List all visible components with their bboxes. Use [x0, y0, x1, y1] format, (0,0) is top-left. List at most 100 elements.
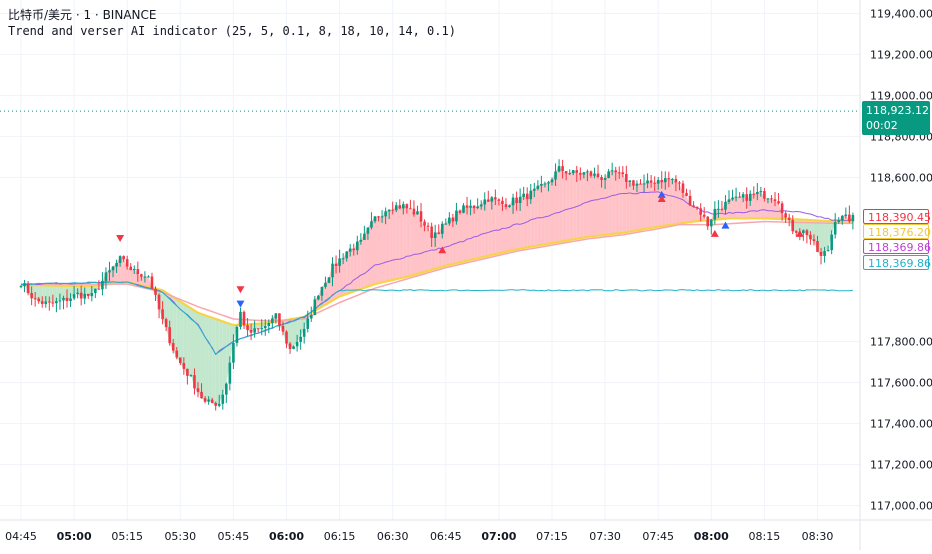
trend-band-segment — [293, 318, 298, 347]
trend-band-segment — [661, 178, 666, 227]
trend-band-segment — [336, 258, 340, 299]
trend-band-segment — [580, 172, 584, 239]
candle-body — [504, 204, 508, 207]
indicator-legend[interactable]: Trend and verser AI indicator (25, 5, 0.… — [8, 24, 456, 38]
candle-body — [589, 171, 593, 176]
price-axis[interactable]: 119,400.00119,200.00119,000.00118,800.00… — [870, 7, 932, 512]
candle-body — [288, 343, 292, 350]
candle-body — [455, 210, 458, 222]
candle-body — [738, 196, 741, 198]
trend-band-segment — [339, 258, 344, 297]
candle-body — [756, 192, 759, 195]
candle-body — [660, 179, 664, 183]
candle-body — [497, 199, 501, 201]
trend-band-segment — [470, 205, 475, 260]
trend-band-segment — [130, 269, 135, 284]
trend-band-segment — [424, 225, 429, 272]
trend-band-segment — [605, 171, 609, 235]
trend-band-segment — [682, 192, 687, 224]
trend-band-segment — [382, 211, 386, 283]
trend-fill — [21, 166, 853, 406]
time-tick-label: 07:45 — [642, 530, 674, 543]
candle-body — [571, 170, 575, 174]
trend-band-segment — [566, 173, 570, 241]
candle-body — [394, 205, 398, 211]
candle-body — [122, 256, 125, 260]
price-tick-label: 117,200.00 — [870, 459, 932, 472]
trend-band-segment — [212, 317, 216, 406]
trend-band-segment — [360, 233, 365, 290]
candle-body — [550, 179, 554, 183]
candle-body — [370, 221, 373, 228]
trend-band-segment — [771, 199, 776, 219]
candle-body — [179, 357, 182, 364]
trend-band-segment — [495, 199, 499, 255]
candle-body — [118, 256, 122, 263]
price-tick-label: 119,400.00 — [870, 7, 932, 20]
trend-band-segment — [693, 206, 698, 222]
candle-body — [759, 191, 763, 193]
trend-band-segment — [137, 274, 142, 286]
trend-band-segment — [127, 266, 131, 283]
trend-band-segment — [378, 216, 383, 284]
trend-band-segment — [590, 173, 595, 237]
trend-band-segment — [672, 178, 676, 225]
candle-body — [586, 171, 589, 173]
candle-body — [235, 326, 239, 343]
trend-band-segment — [148, 276, 152, 289]
trend-band-segment — [633, 183, 637, 231]
candle-body — [313, 299, 317, 315]
candle-body — [706, 216, 710, 227]
trend-band-segment — [176, 299, 181, 364]
trend-band-segment — [474, 206, 478, 260]
last-price-value: 118,923.12 — [866, 104, 929, 117]
candle-body — [476, 206, 479, 209]
candle-body — [111, 266, 115, 271]
candle-body — [423, 221, 426, 226]
candle-body — [621, 172, 625, 175]
candle-body — [327, 277, 331, 283]
candle-body — [242, 311, 246, 326]
candle-body — [324, 282, 327, 287]
candle-body — [278, 313, 281, 326]
trend-band-segment — [665, 178, 669, 226]
trend-band-segment — [651, 182, 655, 228]
trend-band-segment — [371, 216, 375, 286]
trend-band-segment — [70, 285, 75, 299]
time-axis[interactable]: 04:45 05:00 05:15 05:30 05:45 06:00 06:15 06:30… — [5, 530, 833, 543]
candle-body — [352, 248, 356, 251]
price-tick-label: 117,600.00 — [870, 377, 932, 390]
candle-body — [175, 350, 179, 358]
candle-body — [533, 188, 536, 191]
candle-body — [331, 263, 334, 278]
candle-body — [603, 177, 607, 180]
time-tick-label: 05:00 — [57, 530, 92, 543]
trend-band-segment — [654, 179, 659, 228]
candle-body — [557, 166, 561, 172]
candle-body — [334, 263, 338, 266]
trend-band-segment — [258, 323, 262, 330]
trend-band-segment — [45, 285, 50, 303]
candle-body — [136, 269, 140, 275]
symbol-title[interactable]: 比特币/美元 · 1 · BINANCE — [8, 8, 157, 22]
candle-body — [525, 193, 529, 200]
candle-body — [377, 216, 380, 218]
candle-body — [210, 399, 214, 403]
candle-body — [23, 283, 26, 287]
sell-signal-marker — [236, 300, 245, 308]
trend-band-segment — [481, 199, 485, 258]
candle-body — [752, 193, 756, 195]
candle-body — [479, 204, 483, 207]
trend-band-segment — [675, 182, 680, 225]
trend-band-segment — [559, 166, 563, 242]
candle-body — [766, 198, 770, 200]
candle-body — [823, 251, 826, 257]
candle-body — [306, 318, 310, 329]
candle-body — [458, 210, 462, 213]
candle-body — [348, 248, 352, 252]
trend-band-segment — [640, 183, 645, 230]
trend-band-segment — [389, 209, 393, 281]
candle-body — [826, 250, 830, 252]
